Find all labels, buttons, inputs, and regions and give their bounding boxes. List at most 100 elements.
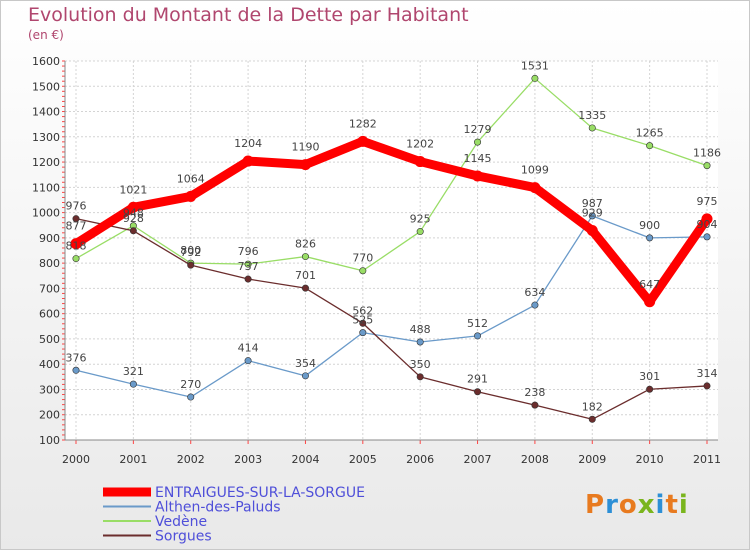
data-point bbox=[299, 159, 311, 171]
data-point bbox=[127, 201, 139, 213]
data-point bbox=[646, 142, 654, 150]
y-tick-label: 1400 bbox=[32, 106, 60, 119]
y-tick-label: 800 bbox=[39, 257, 60, 270]
data-label: 1279 bbox=[464, 123, 492, 136]
legend-label: Sorgues bbox=[155, 529, 212, 545]
data-label: 770 bbox=[352, 252, 373, 265]
x-tick-label: 2001 bbox=[119, 453, 147, 466]
legend-label: ENTRAIGUES-SUR-LA-SORGUE bbox=[155, 485, 365, 501]
data-label: 925 bbox=[410, 213, 431, 226]
y-tick-label: 100 bbox=[39, 434, 60, 447]
data-point bbox=[242, 155, 254, 167]
x-tick-label: 2005 bbox=[349, 453, 377, 466]
data-point bbox=[474, 332, 482, 340]
data-point bbox=[414, 156, 426, 168]
x-tick-label: 2006 bbox=[406, 453, 434, 466]
data-point bbox=[359, 267, 367, 275]
y-tick-label: 1500 bbox=[32, 80, 60, 93]
data-point bbox=[588, 212, 596, 220]
data-point bbox=[185, 190, 197, 202]
data-label: 1531 bbox=[521, 59, 549, 72]
data-label: 1335 bbox=[578, 109, 606, 122]
data-label: 1099 bbox=[521, 164, 549, 177]
chart-subtitle: (en €) bbox=[28, 28, 64, 42]
data-label: 1021 bbox=[119, 183, 147, 196]
data-point bbox=[416, 338, 424, 346]
data-label: 792 bbox=[180, 246, 201, 259]
data-point bbox=[586, 225, 598, 237]
logo-letter: i bbox=[678, 490, 689, 520]
data-point bbox=[301, 372, 309, 380]
data-label: 1265 bbox=[636, 127, 664, 140]
data-label: 796 bbox=[238, 245, 259, 258]
data-label: 1145 bbox=[464, 152, 492, 165]
data-label: 562 bbox=[352, 304, 373, 317]
data-point bbox=[701, 213, 713, 225]
data-label: 301 bbox=[639, 370, 660, 383]
data-label: 182 bbox=[582, 400, 603, 413]
y-tick-label: 600 bbox=[39, 308, 60, 321]
logo-letter: x bbox=[637, 490, 656, 520]
data-label: 701 bbox=[295, 269, 316, 282]
y-tick-label: 1200 bbox=[32, 156, 60, 169]
data-label: 354 bbox=[295, 357, 316, 370]
data-point bbox=[359, 329, 367, 337]
data-label: 634 bbox=[524, 286, 545, 299]
data-label: 737 bbox=[238, 260, 259, 273]
data-label: 929 bbox=[582, 207, 603, 220]
data-point bbox=[703, 233, 711, 241]
legend-label: Althen-des-Paluds bbox=[155, 500, 281, 516]
data-label: 1186 bbox=[693, 147, 721, 160]
data-point bbox=[529, 182, 541, 194]
data-label: 877 bbox=[66, 220, 87, 233]
x-tick-label: 2007 bbox=[464, 453, 492, 466]
data-point bbox=[244, 260, 252, 268]
data-point bbox=[187, 261, 195, 269]
data-point bbox=[70, 238, 82, 250]
data-label: 1064 bbox=[177, 172, 205, 185]
data-label: 1190 bbox=[291, 141, 319, 154]
data-point bbox=[531, 401, 539, 409]
data-point bbox=[301, 284, 309, 292]
data-point bbox=[359, 319, 367, 327]
data-label: 975 bbox=[697, 195, 718, 208]
y-tick-label: 1300 bbox=[32, 131, 60, 144]
data-point bbox=[416, 228, 424, 236]
data-label: 826 bbox=[295, 238, 316, 251]
data-point bbox=[244, 275, 252, 283]
logo-letter: P bbox=[585, 490, 606, 520]
y-tick-label: 1600 bbox=[32, 55, 60, 68]
logo-letter: o bbox=[618, 490, 638, 520]
data-label: 291 bbox=[467, 373, 488, 386]
data-point bbox=[472, 170, 484, 182]
legend-label: Vedène bbox=[155, 514, 207, 530]
y-tick-label: 200 bbox=[39, 409, 60, 422]
y-tick-label: 700 bbox=[39, 282, 60, 295]
data-label: 321 bbox=[123, 365, 144, 378]
series-line-0 bbox=[71, 136, 712, 307]
y-tick-label: 900 bbox=[39, 232, 60, 245]
data-point bbox=[588, 415, 596, 423]
x-tick-label: 2000 bbox=[62, 453, 90, 466]
data-point bbox=[588, 124, 596, 132]
data-label: 270 bbox=[180, 378, 201, 391]
data-label: 1202 bbox=[406, 138, 434, 151]
y-tick-label: 1000 bbox=[32, 207, 60, 220]
data-label: 904 bbox=[697, 218, 718, 231]
data-label: 928 bbox=[123, 212, 144, 225]
data-label: 800 bbox=[180, 244, 201, 257]
data-point bbox=[129, 380, 137, 388]
data-point bbox=[646, 234, 654, 242]
data-label: 238 bbox=[524, 386, 545, 399]
data-label: 647 bbox=[639, 278, 660, 291]
x-tick-label: 2011 bbox=[693, 453, 721, 466]
data-label: 818 bbox=[66, 240, 87, 253]
x-tick-label: 2003 bbox=[234, 453, 262, 466]
data-point bbox=[72, 366, 80, 374]
data-label: 1204 bbox=[234, 137, 262, 150]
data-point bbox=[129, 227, 137, 235]
x-tick-label: 2009 bbox=[578, 453, 606, 466]
y-tick-label: 300 bbox=[39, 383, 60, 396]
data-point bbox=[646, 385, 654, 393]
data-point bbox=[72, 215, 80, 223]
